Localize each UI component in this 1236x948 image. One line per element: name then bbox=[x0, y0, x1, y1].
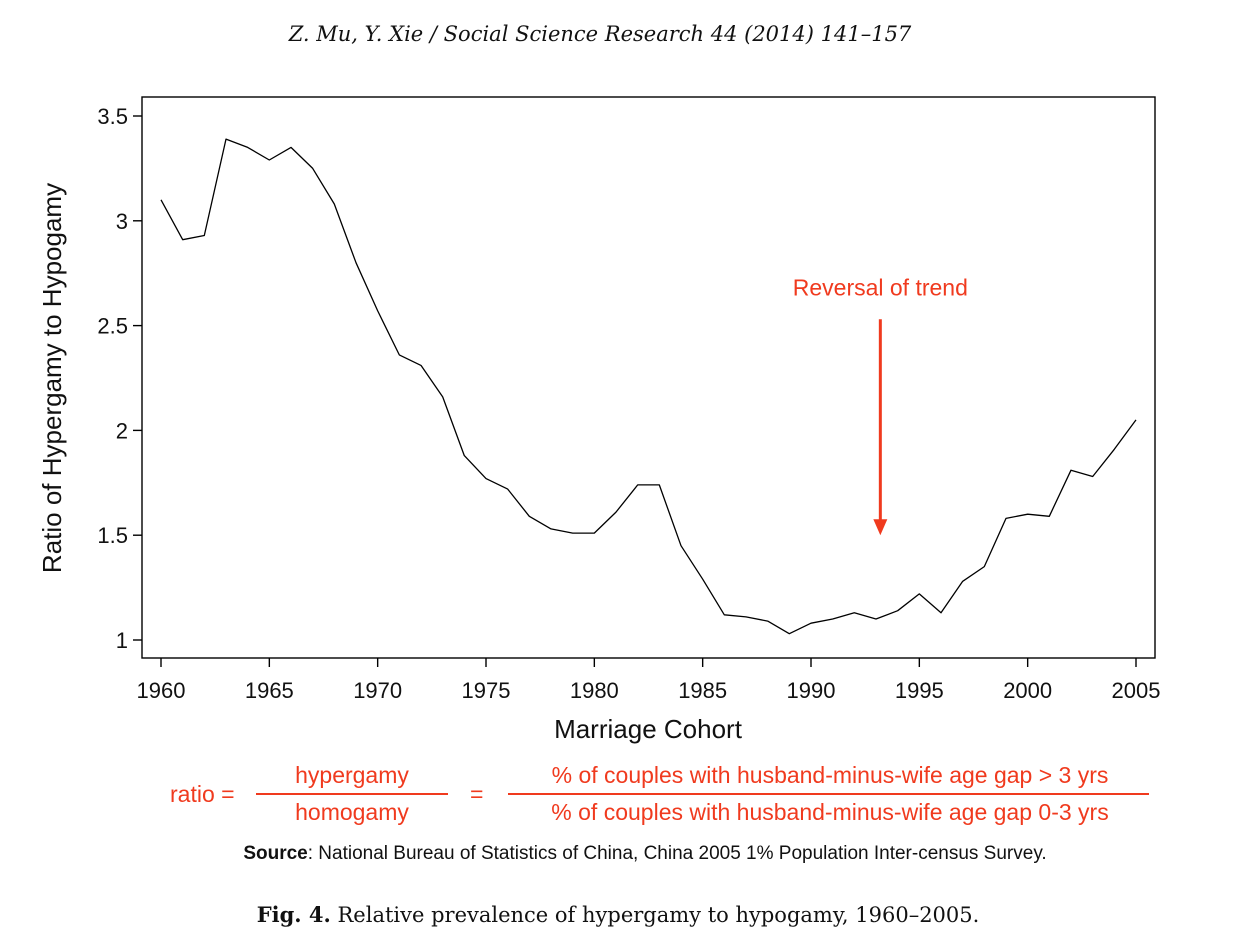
y-tick-label: 1 bbox=[116, 628, 128, 653]
x-axis-title: Marriage Cohort bbox=[554, 714, 743, 744]
formula-denominator-age-gap: % of couples with husband-minus-wife age… bbox=[551, 799, 1109, 825]
y-tick-label: 2 bbox=[116, 418, 128, 443]
x-tick-label: 1990 bbox=[787, 678, 836, 703]
figure-caption-text: Relative prevalence of hypergamy to hypo… bbox=[330, 903, 980, 927]
source-text: : National Bureau of Statistics of China… bbox=[307, 843, 1047, 864]
x-tick-label: 1960 bbox=[137, 678, 186, 703]
x-tick-label: 1995 bbox=[895, 678, 944, 703]
y-axis: 1 1.5 2 2.5 3 3.5 bbox=[97, 104, 142, 653]
figure-caption: Fig. 4. Relative prevalence of hypergamy… bbox=[0, 902, 1236, 927]
y-tick-label: 1.5 bbox=[97, 523, 128, 548]
y-axis-title: Ratio of Hypergamy to Hypogamy bbox=[37, 183, 67, 573]
figure-label: Fig. 4. bbox=[256, 902, 331, 927]
series-line bbox=[160, 138, 1137, 635]
formula-equals: = bbox=[470, 781, 484, 807]
y-tick-label: 3 bbox=[116, 209, 128, 234]
formula-numerator-age-gap: % of couples with husband-minus-wife age… bbox=[551, 762, 1109, 788]
formula-fraction-bar-1 bbox=[256, 793, 448, 795]
annotation-arrow-head bbox=[873, 519, 888, 536]
x-axis: 1960 1965 1970 1975 1980 1985 1990 1995 2000 2005 bbox=[137, 658, 1161, 703]
annotation-label: Reversal of trend bbox=[793, 274, 968, 300]
source-label: Source bbox=[243, 843, 308, 864]
formula-lhs: ratio = bbox=[170, 781, 235, 807]
y-tick-label: 2.5 bbox=[97, 314, 128, 339]
x-tick-label: 2005 bbox=[1112, 678, 1161, 703]
journal-citation: Z. Mu, Y. Xie / Social Science Research … bbox=[288, 22, 912, 46]
formula-numerator-hypergamy: hypergamy bbox=[295, 762, 409, 788]
x-tick-label: 2000 bbox=[1003, 678, 1052, 703]
x-tick-label: 1980 bbox=[570, 678, 619, 703]
formula-fraction-bar-2 bbox=[508, 793, 1149, 795]
y-tick-label: 3.5 bbox=[97, 104, 128, 129]
source-note: Source: National Bureau of Statistics of… bbox=[0, 843, 1236, 865]
x-tick-label: 1975 bbox=[462, 678, 511, 703]
x-tick-label: 1970 bbox=[353, 678, 402, 703]
plot-frame bbox=[141, 96, 1156, 659]
x-tick-label: 1965 bbox=[245, 678, 294, 703]
series-layer bbox=[160, 138, 1137, 635]
x-tick-label: 1985 bbox=[678, 678, 727, 703]
formula-denominator-homogamy: homogamy bbox=[295, 799, 409, 825]
annotation-layer: Reversal of trend bbox=[793, 274, 968, 536]
